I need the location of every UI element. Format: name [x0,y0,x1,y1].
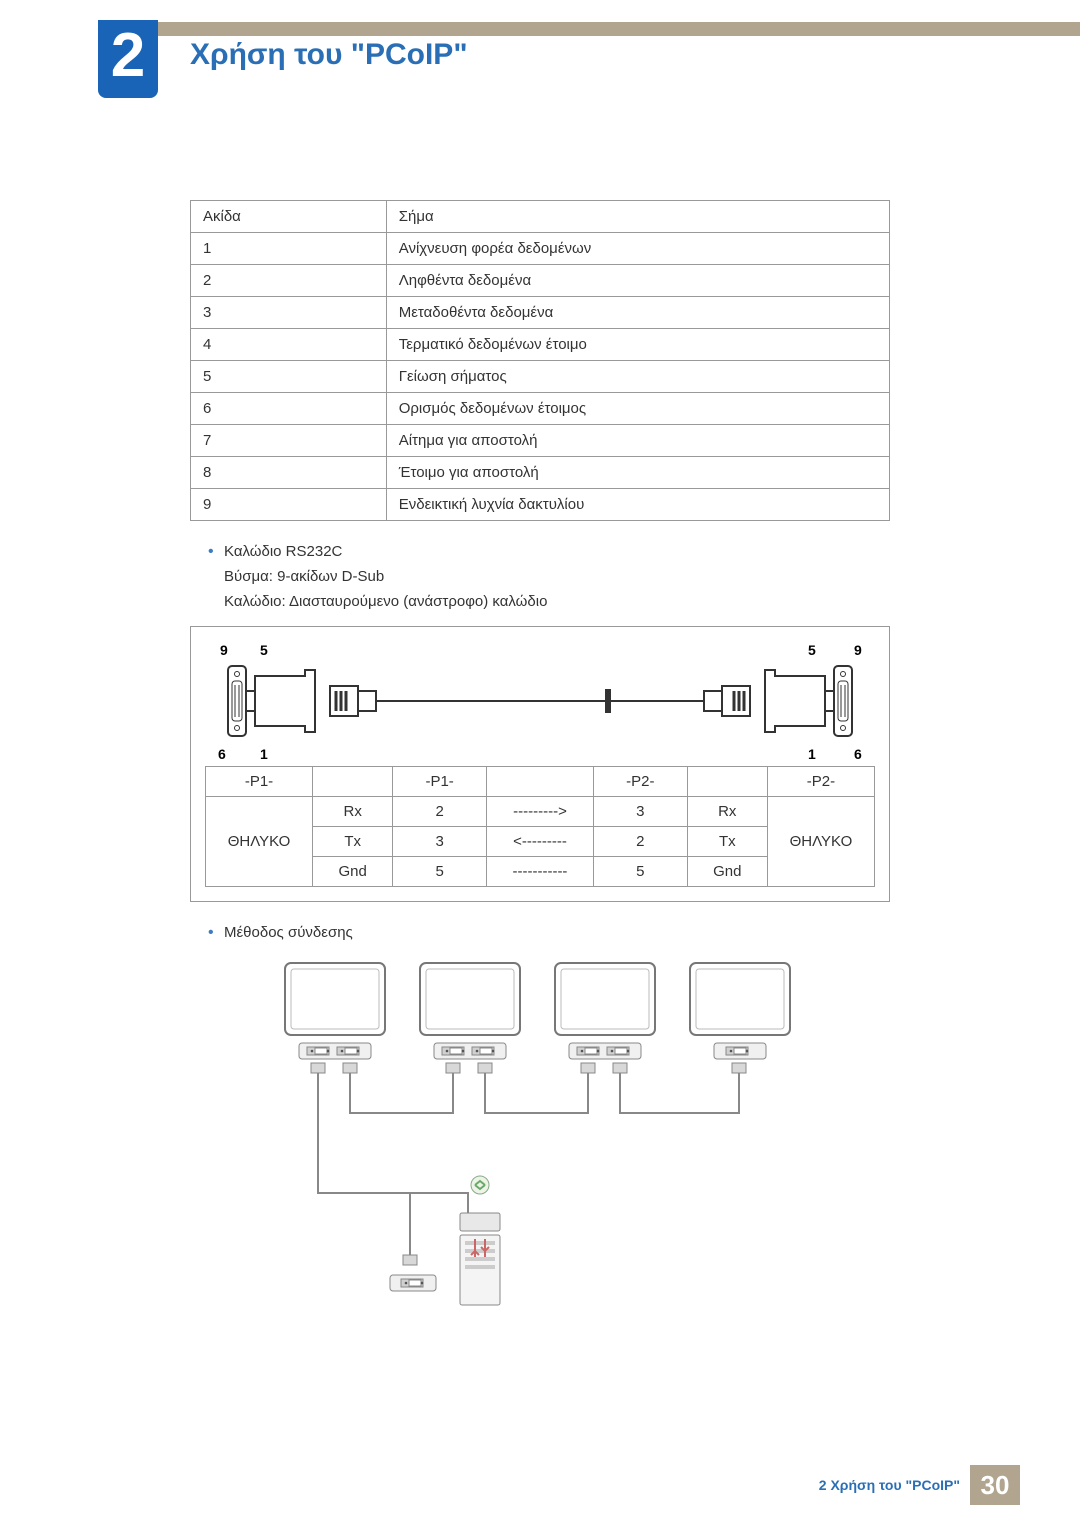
table-cell: 3 [393,827,487,857]
chapter-number-box: 2 [98,20,158,98]
monitor-icon [285,963,385,1073]
chapter-title: Χρήση του "PCoIP" [190,38,468,72]
table-cell: Gnd [687,857,767,887]
table-cell: 9 [191,489,387,521]
diag-label: 5 [260,642,268,658]
ferrite-icon [605,689,611,713]
table-cell: 5 [191,361,387,393]
table-cell: 3 [191,297,387,329]
diag-label: 6 [854,746,862,762]
table-cell: Ενδεικτική λυχνία δακτυλίου [386,489,889,521]
table-cell: Ληφθέντα δεδομένα [386,265,889,297]
monitor-icon [555,963,655,1073]
hub-icon [390,1176,500,1305]
table-cell [687,767,767,797]
footer-text: 2 Χρήση του "PCoIP" [819,1477,970,1493]
table-cell: Έτοιμο για αποστολή [386,457,889,489]
table-cell: Αίτημα για αποστολή [386,425,889,457]
table-cell: 4 [191,329,387,361]
table-cell: 2 [593,827,687,857]
signal-wiring-table: -P1- -P1- -P2- -P2- ΘΗΛΥΚΟ Rx 2 --------… [205,766,875,887]
table-cell: 2 [191,265,387,297]
table-cell: Τερματικό δεδομένων έτοιμο [386,329,889,361]
header-band [155,22,1080,36]
diag-label: 1 [808,746,816,762]
right-dsub-icon [704,666,852,736]
table-cell: ΘΗΛΥΚΟ [767,797,874,887]
table-cell: ---------> [486,797,593,827]
table-cell: 7 [191,425,387,457]
chapter-number: 2 [111,21,145,90]
monitor-icon [420,963,520,1073]
table-cell: -P1- [393,767,487,797]
connection-method-diagram [275,955,805,1335]
diag-label: 9 [220,642,228,658]
left-dsub-icon [228,666,376,736]
rs232-cable-diagram: 9 5 6 1 5 9 1 6 [205,641,875,766]
table-cell: -P2- [767,767,874,797]
table-cell: 6 [191,393,387,425]
table-cell: ----------- [486,857,593,887]
cable-type-line: Καλώδιο: Διασταυρούμενο (ανάστροφο) καλώ… [224,593,890,610]
table-cell: -P1- [206,767,313,797]
table-cell: 1 [191,233,387,265]
table-cell: ΘΗΛΥΚΟ [206,797,313,887]
table-cell: Ανίχνευση φορέα δεδομένων [386,233,889,265]
table-cell: 2 [393,797,487,827]
cable-plug-line: Βύσμα: 9-ακίδων D-Sub [224,568,890,585]
table-cell: <--------- [486,827,593,857]
hub-cable [318,1073,468,1217]
page-footer: 2 Χρήση του "PCoIP" 30 [819,1465,1020,1505]
table-cell: Tx [687,827,767,857]
table-cell: Γείωση σήματος [386,361,889,393]
table-header: Σήμα [386,201,889,233]
diag-label: 6 [218,746,226,762]
page-content: Ακίδα Σήμα 1Ανίχνευση φορέα δεδομένων 2Λ… [190,200,890,1335]
cable-diagram-box: 9 5 6 1 5 9 1 6 [190,626,890,902]
table-cell: Gnd [313,857,393,887]
table-cell: -P2- [593,767,687,797]
table-cell: 5 [393,857,487,887]
table-cell: Tx [313,827,393,857]
pin-signal-table: Ακίδα Σήμα 1Ανίχνευση φορέα δεδομένων 2Λ… [190,200,890,521]
table-cell: Rx [313,797,393,827]
table-cell: Μεταδοθέντα δεδομένα [386,297,889,329]
monitor-icon [690,963,790,1073]
table-cell [486,767,593,797]
table-cell: 5 [593,857,687,887]
table-cell [313,767,393,797]
footer-page-number: 30 [970,1465,1020,1505]
table-cell: 3 [593,797,687,827]
diag-label: 9 [854,642,862,658]
bullet-connection: Μέθοδος σύνδεσης [208,924,890,941]
diag-label: 1 [260,746,268,762]
bullet-cable: Καλώδιο RS232C [208,543,890,560]
table-cell: Rx [687,797,767,827]
table-cell: Ορισμός δεδομένων έτοιμος [386,393,889,425]
table-cell: 8 [191,457,387,489]
table-header: Ακίδα [191,201,387,233]
chain-cables [350,1073,739,1113]
diag-label: 5 [808,642,816,658]
